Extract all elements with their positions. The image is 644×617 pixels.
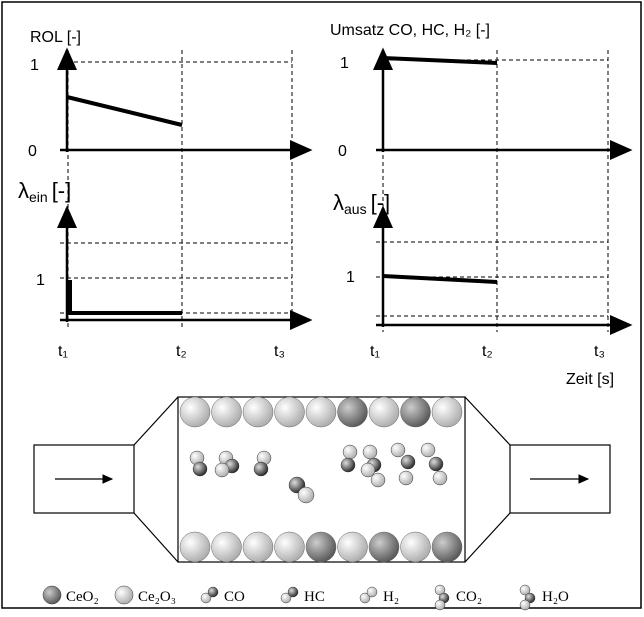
sphere: [432, 397, 462, 427]
lambda-aus-label: λaus[-]: [333, 190, 390, 217]
t-label: t₃: [274, 343, 285, 360]
spheres: [180, 397, 462, 562]
axes: [60, 50, 630, 327]
time-labels: t₁ t₂ t₃ t₁ t₂ t₃: [58, 343, 605, 360]
sphere: [243, 397, 273, 427]
sphere: [275, 397, 305, 427]
legend-label: CO: [224, 589, 245, 605]
legend-label: H₂: [383, 589, 399, 605]
sphere: [243, 532, 273, 562]
sphere: [369, 532, 399, 562]
sphere: [212, 532, 242, 562]
sphere: [338, 532, 368, 562]
legend-label: HC: [304, 589, 325, 605]
sphere: [401, 532, 431, 562]
tick: 1: [30, 57, 39, 74]
lambda-ein-label: λein[-]: [18, 178, 71, 205]
t-label: t₁: [370, 343, 380, 360]
rol-label: ROL [-]: [30, 29, 81, 46]
tick: 0: [28, 143, 37, 160]
sphere: [275, 532, 305, 562]
t-label: t₂: [482, 343, 493, 360]
legend-labels: CeO₂ Ce₂O₃ CO HC H₂ CO₂ H₂O: [66, 589, 569, 605]
frame: [2, 2, 641, 608]
legend-label: CeO₂: [66, 589, 99, 605]
tick: 1: [36, 272, 45, 289]
tick: 0: [338, 143, 347, 160]
legend-label: CO₂: [456, 589, 482, 605]
sphere: [180, 532, 210, 562]
tick: 1: [340, 55, 349, 72]
sphere: [369, 397, 399, 427]
t-label: t₂: [176, 343, 187, 360]
sphere: [306, 397, 336, 427]
t-label: t₃: [594, 343, 605, 360]
sphere: [306, 532, 336, 562]
umsatz-label: Umsatz CO, HC, H₂ [-]: [330, 22, 490, 39]
sphere: [212, 397, 242, 427]
figure: ROL [-] 1 0 Umsatz CO, HC, H₂ [-] 1 0 λe…: [0, 0, 644, 612]
t-label: t₁: [58, 343, 68, 360]
legend-label: Ce₂O₃: [138, 589, 176, 605]
tick: 1: [346, 269, 355, 286]
time-axis-label: Zeit [s]: [566, 371, 614, 388]
sphere: [338, 397, 368, 427]
sphere: [432, 532, 462, 562]
sphere: [180, 397, 210, 427]
sphere: [401, 397, 431, 427]
molecules: [190, 443, 447, 503]
legend-label: H₂O: [542, 589, 569, 605]
